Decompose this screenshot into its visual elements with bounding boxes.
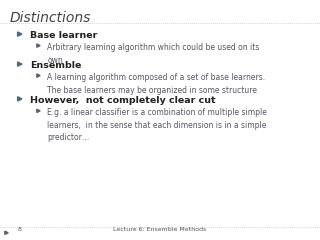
Polygon shape	[37, 44, 40, 47]
Text: Ensemble: Ensemble	[30, 61, 82, 70]
Text: A learning algorithm composed of a set of base learners.
The base learners may b: A learning algorithm composed of a set o…	[47, 73, 266, 95]
Polygon shape	[5, 231, 8, 234]
Text: However,  not completely clear cut: However, not completely clear cut	[30, 96, 216, 105]
Polygon shape	[18, 32, 22, 36]
Text: Lecture 6: Ensemble Methods: Lecture 6: Ensemble Methods	[113, 227, 207, 232]
Polygon shape	[37, 109, 40, 113]
Polygon shape	[18, 97, 22, 101]
Text: 8: 8	[18, 227, 21, 232]
Text: Distinctions: Distinctions	[10, 11, 91, 25]
Text: Arbitrary learning algorithm which could be used on its
own: Arbitrary learning algorithm which could…	[47, 43, 260, 65]
Text: E.g. a linear classifier is a combination of multiple simple
learners,  in the s: E.g. a linear classifier is a combinatio…	[47, 108, 267, 143]
Polygon shape	[18, 62, 22, 66]
Polygon shape	[37, 74, 40, 77]
Text: Base learner: Base learner	[30, 31, 98, 40]
